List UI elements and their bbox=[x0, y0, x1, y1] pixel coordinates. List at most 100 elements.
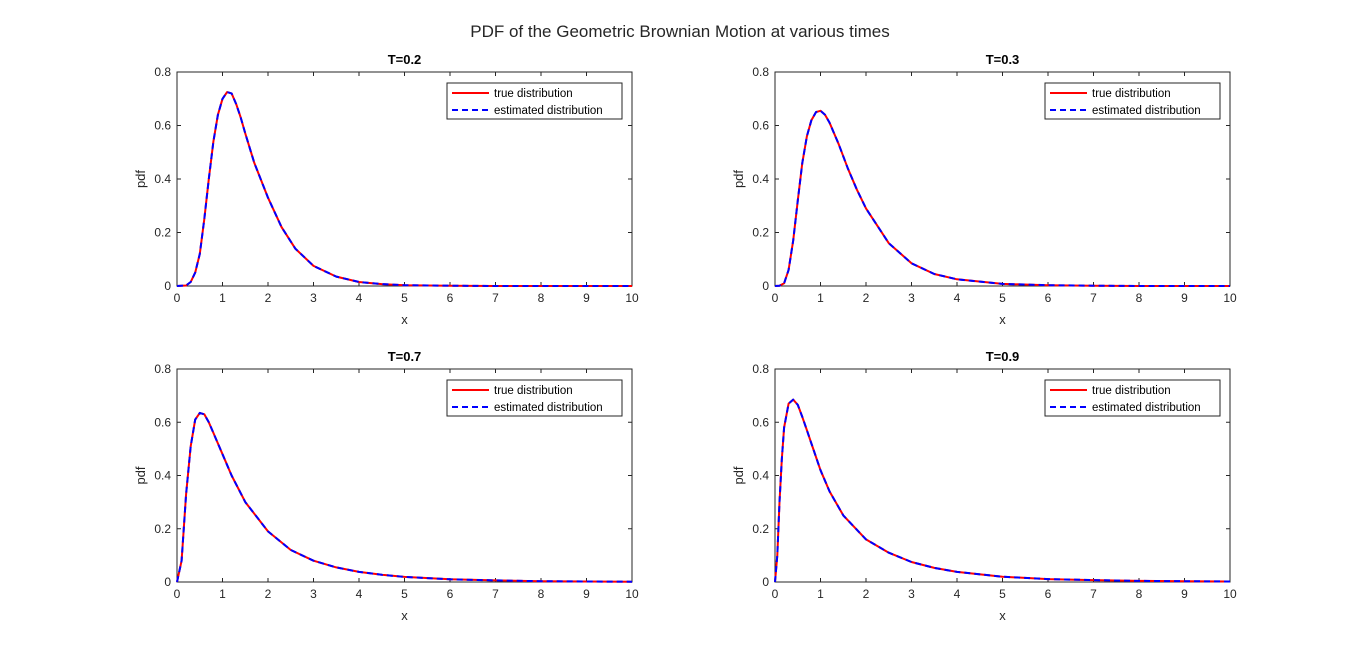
x-tick-label: 9 bbox=[1181, 291, 1188, 305]
legend-entry: estimated distribution bbox=[494, 105, 603, 117]
y-tick-label: 0.6 bbox=[752, 119, 769, 133]
x-tick-label: 4 bbox=[954, 587, 961, 601]
x-tick-label: 9 bbox=[583, 291, 590, 305]
x-tick-label: 9 bbox=[583, 587, 590, 601]
legend-box bbox=[1044, 82, 1221, 120]
x-axis-label: x bbox=[999, 312, 1006, 327]
y-tick-label: 0.6 bbox=[752, 415, 769, 429]
legend-entry: estimated distribution bbox=[494, 402, 603, 414]
series-line-estimated-distribution bbox=[774, 398, 1231, 583]
y-tick-label: 0.2 bbox=[752, 522, 769, 536]
x-tick-label: 4 bbox=[356, 587, 363, 601]
series-line-true-distribution bbox=[176, 91, 632, 287]
subplot-4: T=0.9 0 1 2 3 4 5 6 7 8 9 10 0 0.2 0.4 0.6 0.8 x pdf true d… bbox=[731, 349, 1237, 623]
x-tick-label: 8 bbox=[538, 587, 545, 601]
legend: true distribution estimated distribution bbox=[446, 379, 623, 417]
y-tick-label: 0.4 bbox=[154, 469, 171, 483]
y-tick-label: 0 bbox=[164, 575, 171, 589]
x-tick-label: 8 bbox=[538, 291, 545, 305]
subplot-title: T=0.7 bbox=[388, 349, 422, 364]
y-tick-label: 0 bbox=[762, 279, 769, 293]
x-tick-label: 1 bbox=[817, 291, 824, 305]
legend-entry: estimated distribution bbox=[1092, 402, 1201, 414]
subplot-title: T=0.2 bbox=[388, 52, 422, 67]
y-axis-label: pdf bbox=[133, 170, 148, 188]
y-axis-label: pdf bbox=[731, 466, 746, 484]
x-tick-label: 2 bbox=[265, 291, 272, 305]
y-tick-label: 0.2 bbox=[752, 226, 769, 240]
x-tick-label: 3 bbox=[310, 291, 317, 305]
figure-title: PDF of the Geometric Brownian Motion at … bbox=[470, 22, 890, 41]
legend-entry: true distribution bbox=[494, 385, 573, 397]
legend-box bbox=[446, 379, 623, 417]
legend-entry: true distribution bbox=[1092, 385, 1171, 397]
x-tick-label: 6 bbox=[447, 587, 454, 601]
x-tick-label: 0 bbox=[174, 291, 181, 305]
x-tick-label: 4 bbox=[356, 291, 363, 305]
y-axis-label: pdf bbox=[133, 466, 148, 484]
x-tick-label: 0 bbox=[772, 587, 779, 601]
x-tick-label: 3 bbox=[908, 587, 915, 601]
subplot-1: T=0.2 0 1 2 3 4 5 6 7 8 9 10 0 0.2 0.4 0.6 0.8 x pdf true d… bbox=[133, 52, 639, 327]
y-tick-label: 0.6 bbox=[154, 415, 171, 429]
legend: true distribution estimated distribution bbox=[1044, 82, 1221, 120]
x-tick-label: 6 bbox=[1045, 587, 1052, 601]
subplot-title: T=0.3 bbox=[986, 52, 1020, 67]
y-tick-label: 0.4 bbox=[154, 172, 171, 186]
legend-entry: true distribution bbox=[1092, 88, 1171, 100]
y-tick-label: 0.8 bbox=[752, 65, 769, 79]
y-tick-label: 0.4 bbox=[752, 172, 769, 186]
x-tick-label: 1 bbox=[817, 587, 824, 601]
x-tick-label: 3 bbox=[310, 587, 317, 601]
y-tick-label: 0.4 bbox=[752, 469, 769, 483]
x-tick-label: 10 bbox=[625, 291, 639, 305]
x-tick-label: 2 bbox=[863, 291, 870, 305]
x-axis-label: x bbox=[401, 312, 408, 327]
x-tick-label: 2 bbox=[863, 587, 870, 601]
legend: true distribution estimated distribution bbox=[446, 82, 623, 120]
x-axis-label: x bbox=[401, 608, 408, 623]
x-tick-label: 6 bbox=[447, 291, 454, 305]
legend-box bbox=[446, 82, 623, 120]
x-tick-label: 7 bbox=[1090, 587, 1097, 601]
y-tick-label: 0.2 bbox=[154, 226, 171, 240]
x-tick-label: 10 bbox=[1223, 587, 1237, 601]
subplot-3: T=0.7 0 1 2 3 4 5 6 7 8 9 10 0 0.2 0.4 0.6 0.8 x pdf true d… bbox=[133, 349, 639, 623]
x-tick-label: 9 bbox=[1181, 587, 1188, 601]
x-tick-label: 8 bbox=[1136, 291, 1143, 305]
y-tick-label: 0.8 bbox=[154, 362, 171, 376]
x-tick-label: 0 bbox=[772, 291, 779, 305]
x-tick-label: 1 bbox=[219, 291, 226, 305]
subplot-2: T=0.3 0 1 2 3 4 5 6 7 8 9 10 0 0.2 0.4 0.6 0.8 x pdf true d… bbox=[731, 52, 1237, 327]
x-tick-label: 10 bbox=[625, 587, 639, 601]
x-tick-label: 0 bbox=[174, 587, 181, 601]
x-tick-label: 8 bbox=[1136, 587, 1143, 601]
x-tick-label: 6 bbox=[1045, 291, 1052, 305]
y-tick-label: 0.8 bbox=[752, 362, 769, 376]
x-tick-label: 5 bbox=[999, 587, 1006, 601]
legend: true distribution estimated distribution bbox=[1044, 379, 1221, 417]
y-axis-label: pdf bbox=[731, 170, 746, 188]
x-tick-label: 5 bbox=[401, 291, 408, 305]
x-tick-label: 5 bbox=[999, 291, 1006, 305]
legend-entry: estimated distribution bbox=[1092, 105, 1201, 117]
y-tick-label: 0 bbox=[762, 575, 769, 589]
x-tick-label: 7 bbox=[1090, 291, 1097, 305]
series-line-estimated-distribution bbox=[176, 411, 633, 583]
x-tick-label: 7 bbox=[492, 587, 499, 601]
subplot-title: T=0.9 bbox=[986, 349, 1020, 364]
y-tick-label: 0 bbox=[164, 279, 171, 293]
x-tick-label: 1 bbox=[219, 587, 226, 601]
x-tick-label: 3 bbox=[908, 291, 915, 305]
legend-entry: true distribution bbox=[494, 88, 573, 100]
x-axis-label: x bbox=[999, 608, 1006, 623]
x-tick-label: 5 bbox=[401, 587, 408, 601]
x-tick-label: 10 bbox=[1223, 291, 1237, 305]
legend-box bbox=[1044, 379, 1221, 417]
y-tick-label: 0.8 bbox=[154, 65, 171, 79]
x-tick-label: 7 bbox=[492, 291, 499, 305]
series-line-estimated-distribution bbox=[774, 109, 1230, 287]
x-tick-label: 4 bbox=[954, 291, 961, 305]
y-tick-label: 0.6 bbox=[154, 119, 171, 133]
